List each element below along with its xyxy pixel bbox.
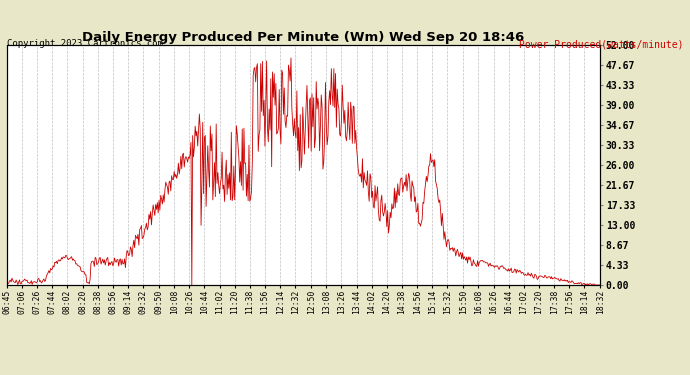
Text: Power Produced(watts/minute): Power Produced(watts/minute) xyxy=(519,39,683,50)
Title: Daily Energy Produced Per Minute (Wm) Wed Sep 20 18:46: Daily Energy Produced Per Minute (Wm) We… xyxy=(83,31,524,44)
Text: Copyright 2023 Cartronics.com: Copyright 2023 Cartronics.com xyxy=(7,39,163,48)
